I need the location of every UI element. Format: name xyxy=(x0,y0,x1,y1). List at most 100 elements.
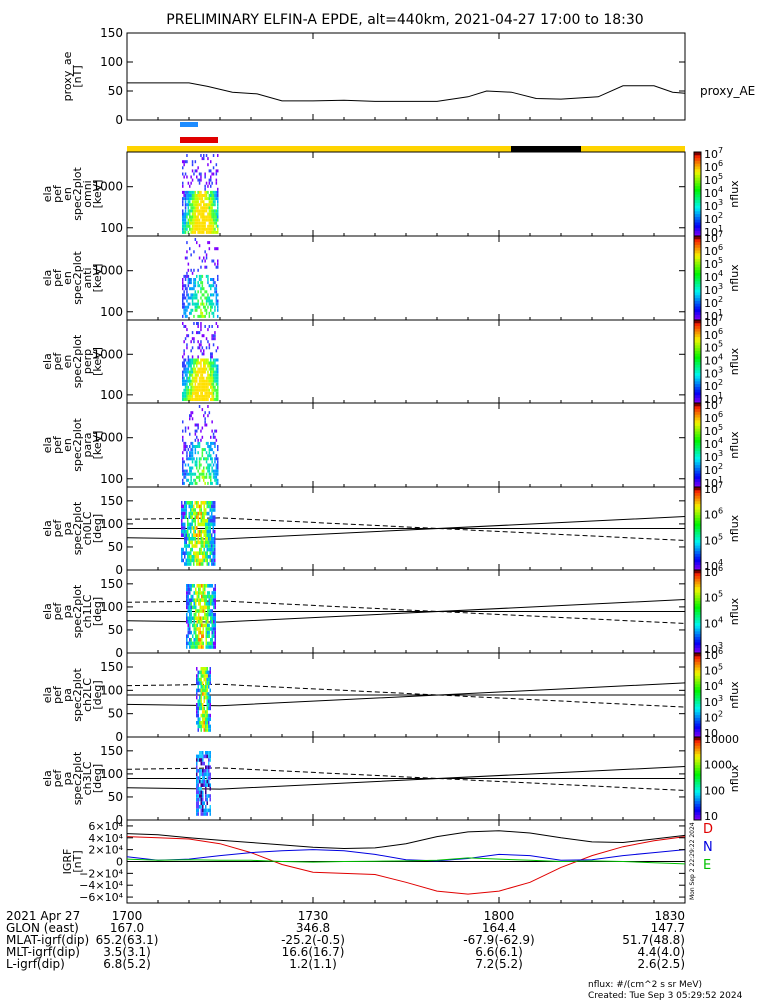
spectrogram-cell xyxy=(191,299,194,303)
y-tick-label: −2×10⁴ xyxy=(79,867,123,880)
spectrogram-cell xyxy=(194,358,197,362)
spectrogram-cell xyxy=(211,352,213,356)
spectrogram-cell xyxy=(208,695,210,700)
spectrogram-cell xyxy=(217,215,219,219)
spectrogram-cell xyxy=(202,609,204,613)
spectrogram-cell xyxy=(197,674,199,678)
spectrogram-cell xyxy=(203,224,205,228)
spectrogram-cell xyxy=(208,537,210,541)
spectrogram-cell xyxy=(195,627,197,631)
spectrogram-cell xyxy=(207,414,209,418)
spectrogram-cell xyxy=(184,364,187,368)
spectrogram-cell xyxy=(187,190,190,194)
spectrogram-cell xyxy=(191,355,194,359)
spectrogram-cell xyxy=(181,508,183,512)
spectrogram-cell xyxy=(201,591,203,595)
spectrogram-cell xyxy=(208,783,210,787)
colorbar-frame xyxy=(693,736,702,821)
spectrogram-cell xyxy=(196,688,198,693)
colorbar-segment xyxy=(694,453,701,457)
spectrogram-cell xyxy=(184,325,187,328)
spectrogram-cell xyxy=(198,172,201,176)
colorbar-segment xyxy=(694,636,701,640)
footer-value: 65.2(63.1) xyxy=(96,933,159,947)
spectrogram-cell xyxy=(210,472,212,476)
spectrogram-cell xyxy=(196,674,198,678)
spectrogram-cell xyxy=(204,612,206,617)
spectrogram-cell xyxy=(203,212,205,216)
y-tick-label: 2×10⁴ xyxy=(88,844,123,857)
colorbar-segment xyxy=(694,547,701,552)
colorbar-segment xyxy=(694,314,701,318)
colorbar-tick-exponent: 2 xyxy=(718,462,723,471)
spectrogram-cell xyxy=(191,212,194,216)
colorbar-tick-label: 10 xyxy=(704,711,718,724)
spectrogram-cell xyxy=(209,699,211,703)
spectrogram-cell xyxy=(214,370,216,374)
spectrogram-cell xyxy=(206,703,208,707)
spectrogram-cell xyxy=(211,334,213,338)
spectrogram-cell xyxy=(196,364,198,368)
spectrogram-cell xyxy=(203,221,205,225)
spectrogram-cell xyxy=(208,594,210,599)
spectrogram-cell xyxy=(190,526,192,530)
spectrogram-cell xyxy=(196,761,198,766)
spectrogram-cell xyxy=(201,638,203,642)
spectrogram-cell xyxy=(204,448,206,452)
colorbar-segment xyxy=(694,391,701,396)
spectrogram-cell xyxy=(199,641,201,646)
spectrogram-cell xyxy=(195,609,197,613)
spectrogram-cell xyxy=(202,721,204,725)
spectrogram-cell xyxy=(198,460,201,464)
spectrogram-cell xyxy=(201,311,204,315)
spectrogram-cell xyxy=(206,721,208,725)
spectrogram-cell xyxy=(208,206,211,210)
colorbar-segment xyxy=(694,405,701,410)
spectrogram-cell xyxy=(189,391,191,395)
spectrogram-cell xyxy=(213,587,215,592)
spectrogram-cell xyxy=(186,605,188,610)
spectrogram-cell xyxy=(208,776,210,780)
spectrogram-cell xyxy=(184,206,187,210)
panel-ylabel-line: ch0LC xyxy=(81,511,94,545)
spectrogram-cell xyxy=(205,558,207,563)
spectrogram-cell xyxy=(191,411,194,415)
spectrogram-cell xyxy=(183,376,185,380)
spectrogram-cell xyxy=(203,361,205,365)
spectrogram-cell xyxy=(189,287,191,291)
spectrogram-cell xyxy=(186,194,188,197)
spectrogram-cell xyxy=(204,417,206,421)
spectrogram-cell xyxy=(189,645,191,649)
spectrogram-cell xyxy=(210,448,212,452)
spectrogram-cell xyxy=(200,364,202,368)
spectrogram-cell xyxy=(189,469,191,473)
spectrogram-cell xyxy=(211,311,213,315)
spectrogram-cell xyxy=(209,706,211,711)
spectrogram-cell xyxy=(203,558,205,563)
spectrogram-cell xyxy=(198,645,200,649)
spectrogram-cell xyxy=(214,508,216,512)
spectrogram-cell xyxy=(181,519,183,523)
colorbar-segment xyxy=(694,570,701,574)
colorbar-segment xyxy=(694,428,701,432)
spectrogram-cell xyxy=(199,638,201,642)
spectrogram-cell xyxy=(207,609,209,613)
colorbar-segment xyxy=(694,442,701,446)
spectrogram-cell xyxy=(198,466,201,470)
spectrogram-cell xyxy=(196,511,198,516)
spectrogram-cell xyxy=(198,194,201,197)
spectrogram-cell xyxy=(217,302,219,306)
spectrogram-cell xyxy=(204,609,206,613)
colorbar-segment xyxy=(694,808,701,813)
spectrogram-cell xyxy=(187,544,189,548)
spectrogram-cell xyxy=(191,385,194,389)
spectrogram-cell xyxy=(198,218,201,222)
colorbar-segment xyxy=(694,683,701,688)
colorbar-segment xyxy=(694,784,701,788)
panel-ylabel-line: spec2plot xyxy=(71,334,84,388)
colorbar-segment xyxy=(694,748,701,752)
spectrogram-cell xyxy=(199,533,201,537)
spectrogram-cell xyxy=(199,794,201,798)
spectrogram-cell xyxy=(194,238,197,241)
